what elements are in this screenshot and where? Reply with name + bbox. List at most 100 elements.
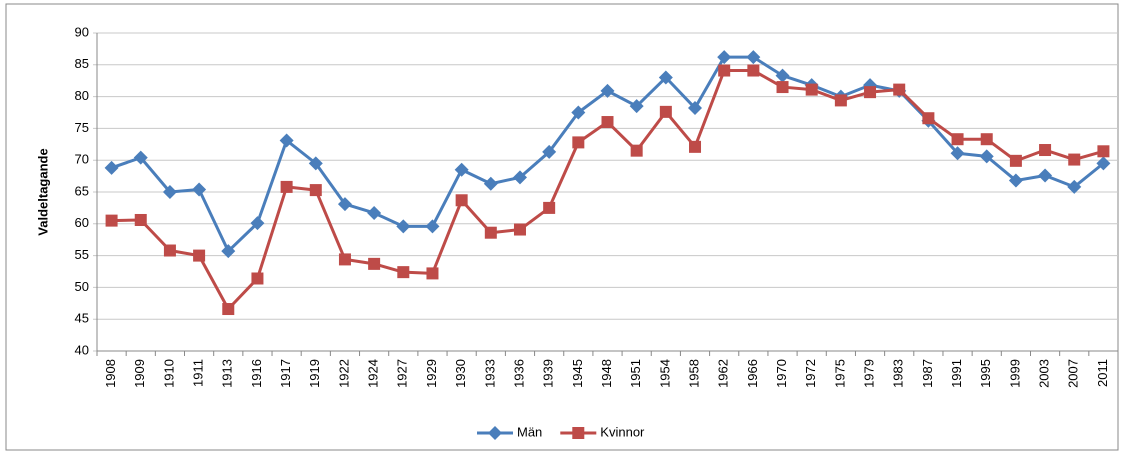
x-tick-label: 1970	[774, 359, 789, 388]
data-point	[601, 116, 614, 129]
data-point	[368, 257, 381, 270]
data-point	[1097, 145, 1110, 158]
data-point	[250, 216, 265, 231]
legend-marker	[488, 426, 502, 440]
x-tick-label: 1987	[920, 359, 935, 388]
data-point	[630, 144, 643, 157]
data-point	[864, 86, 877, 99]
data-point	[658, 70, 673, 85]
data-point	[192, 182, 207, 197]
y-tick-label: 80	[75, 88, 89, 103]
x-tick-label: 1933	[482, 359, 497, 388]
data-point	[222, 303, 235, 316]
chart-border	[5, 3, 1119, 451]
x-tick-label: 1913	[220, 359, 235, 388]
data-point	[775, 68, 790, 83]
data-point	[367, 205, 382, 220]
x-tick-label: 1962	[716, 359, 731, 388]
x-tick-label: 1919	[307, 359, 322, 388]
data-point	[104, 160, 119, 175]
data-point	[746, 50, 761, 65]
data-point	[805, 83, 818, 96]
x-tick-label: 1916	[249, 359, 264, 388]
x-tick-label: 1966	[745, 359, 760, 388]
data-point	[193, 249, 206, 262]
x-tick-label: 1936	[511, 359, 526, 388]
data-point	[1038, 168, 1053, 183]
data-point	[396, 219, 411, 234]
x-tick-label: 1972	[803, 359, 818, 388]
x-tick-label: 1948	[599, 359, 614, 388]
y-axis-label: Valdeltagande	[35, 148, 50, 235]
legend-label: Kvinnor	[600, 424, 645, 439]
data-point	[134, 213, 147, 226]
data-point	[834, 94, 847, 107]
data-point	[747, 64, 760, 77]
data-point	[951, 133, 964, 146]
x-tick-label: 2007	[1066, 359, 1081, 388]
x-tick-label: 1939	[541, 359, 556, 388]
data-point	[280, 180, 293, 193]
x-tick-label: 1995	[978, 359, 993, 388]
data-point	[397, 266, 410, 279]
legend-marker	[572, 427, 585, 439]
data-point	[105, 214, 118, 227]
data-point	[1068, 153, 1081, 166]
data-point	[571, 105, 586, 120]
y-tick-label: 65	[75, 183, 89, 198]
data-point	[1096, 156, 1111, 171]
x-tick-label: 1983	[891, 359, 906, 388]
data-point	[308, 156, 323, 171]
data-point	[162, 185, 177, 199]
y-tick-label: 55	[75, 247, 89, 262]
y-tick-label: 90	[75, 24, 89, 39]
data-point	[426, 267, 439, 280]
data-point	[1039, 144, 1052, 157]
data-point	[776, 81, 789, 94]
data-point	[512, 170, 527, 185]
x-tick-label: 2011	[1095, 359, 1110, 387]
y-tick-label: 50	[75, 279, 89, 294]
x-tick-label: 1909	[132, 359, 147, 388]
data-point	[163, 244, 176, 257]
data-point	[454, 162, 469, 177]
data-point	[425, 219, 440, 234]
data-point	[513, 223, 526, 236]
data-point	[979, 149, 994, 164]
data-point	[600, 83, 615, 98]
data-point	[251, 272, 264, 285]
x-tick-label: 1924	[366, 359, 381, 388]
x-tick-label: 1930	[453, 359, 468, 388]
y-tick-label: 75	[75, 120, 89, 135]
data-point	[1009, 154, 1022, 167]
x-tick-label: 1911	[191, 359, 206, 387]
y-tick-label: 70	[75, 152, 89, 167]
y-tick-label: 45	[75, 311, 89, 326]
y-tick-label: 60	[75, 215, 89, 230]
x-tick-label: 1951	[628, 359, 643, 388]
x-tick-label: 1929	[424, 359, 439, 388]
data-point	[221, 244, 236, 259]
data-point	[688, 101, 703, 116]
data-point	[717, 50, 732, 65]
y-tick-label: 85	[75, 56, 89, 71]
data-point	[718, 64, 731, 77]
x-tick-label: 1999	[1007, 359, 1022, 388]
data-point	[629, 99, 644, 114]
data-point	[922, 112, 935, 125]
x-tick-label: 1922	[336, 359, 351, 388]
x-tick-label: 1979	[861, 359, 876, 388]
x-tick-label: 1927	[395, 359, 410, 388]
data-point	[1067, 179, 1082, 194]
data-point	[455, 194, 468, 207]
data-point	[279, 133, 294, 148]
data-point	[338, 253, 351, 266]
data-point	[659, 105, 672, 118]
data-point	[133, 150, 148, 165]
x-tick-label: 1910	[161, 359, 176, 388]
data-point	[309, 184, 322, 197]
x-tick-label: 1975	[832, 359, 847, 388]
x-tick-label: 1908	[103, 359, 118, 388]
data-point	[337, 197, 352, 212]
